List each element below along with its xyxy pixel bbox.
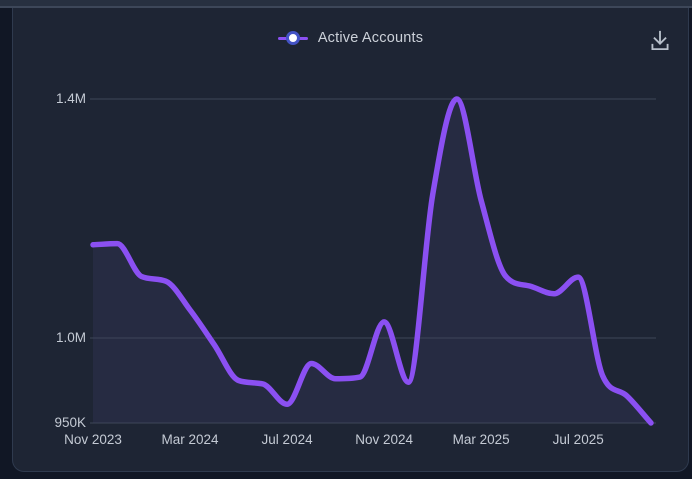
legend-circle-icon — [285, 31, 300, 45]
x-axis-label: Mar 2025 — [452, 432, 510, 447]
x-axis-label: Mar 2024 — [161, 432, 219, 447]
y-axis-label: 1.0M — [55, 330, 86, 345]
download-icon — [651, 30, 669, 51]
y-axis-label: 1.4M — [55, 91, 86, 106]
series-line — [90, 96, 654, 426]
legend-label: Active Accounts — [317, 30, 424, 46]
download-button[interactable] — [644, 25, 676, 57]
area-fill — [93, 99, 651, 423]
y-axis-label: 950K — [54, 415, 86, 430]
x-axis-label: Jul 2025 — [552, 432, 604, 447]
legend-line-marker-icon — [277, 31, 308, 45]
x-axis-label: Nov 2024 — [355, 432, 414, 447]
x-axis-label: Nov 2023 — [64, 432, 122, 447]
top-strip — [0, 0, 692, 8]
x-axis-label: Jul 2024 — [261, 432, 313, 447]
legend[interactable]: Active Accounts — [12, 28, 689, 48]
